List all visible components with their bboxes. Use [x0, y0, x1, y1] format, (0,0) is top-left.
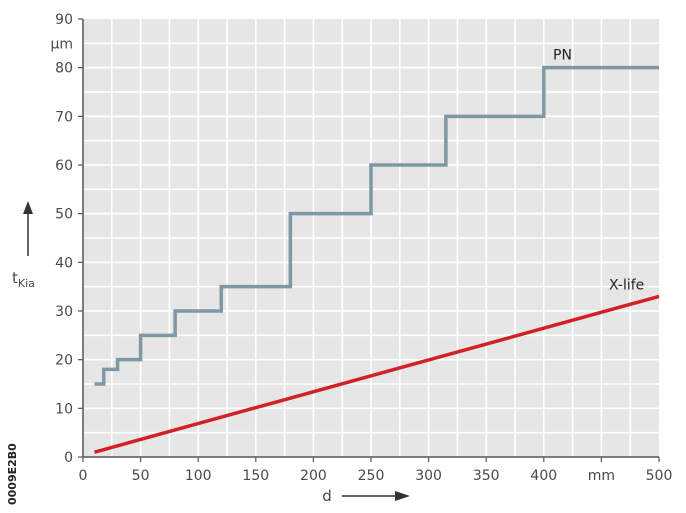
grid-lines	[83, 19, 659, 457]
y-tick-label: 90	[55, 12, 73, 28]
x-tick-label: 250	[358, 468, 385, 484]
x-axis-arrowhead	[395, 491, 410, 501]
x-tick-label: 150	[242, 468, 269, 484]
x-tick-label: 0	[79, 468, 88, 484]
y-axis-label: tKia	[12, 269, 35, 290]
y-tick-label: 60	[55, 158, 73, 174]
x-tick-label: 400	[530, 468, 557, 484]
y-axis-arrowhead	[23, 201, 33, 214]
x-tick-label: 50	[132, 468, 150, 484]
axes	[78, 18, 660, 462]
x-unit-label: mm	[588, 468, 615, 484]
series-layer	[94, 65, 660, 454]
y-tick-label: 10	[55, 401, 73, 417]
y-tick-label: 50	[55, 207, 73, 223]
x-tick-label: 100	[185, 468, 212, 484]
y-tick-label: 30	[55, 304, 73, 320]
x-tick-label: 200	[300, 468, 327, 484]
x-tick-label: 350	[473, 468, 500, 484]
x-axis-label: d	[322, 487, 332, 505]
series-label-pn: PN	[553, 48, 572, 64]
figure-code: 0009E2B0	[6, 443, 19, 505]
y-tick-label: 0	[64, 450, 73, 466]
series-label-x-life: X-life	[609, 277, 644, 293]
y-tick-label: 20	[55, 353, 73, 369]
y-tick-label: 70	[55, 109, 73, 125]
series-line-x-life	[94, 294, 660, 454]
y-unit-label: µm	[50, 36, 73, 52]
y-tick-label: 80	[55, 61, 73, 77]
y-axis-label-subscript: Kia	[18, 277, 35, 290]
tick-labels: PN X-life 0 10 20 30 40 50 60 70 80 90 0 50 100 150 200 2…	[6, 12, 672, 505]
series-line-pn	[94, 65, 659, 386]
x-tick-label: 500	[646, 468, 673, 484]
y-tick-label: 40	[55, 255, 73, 271]
x-tick-label: 300	[415, 468, 442, 484]
